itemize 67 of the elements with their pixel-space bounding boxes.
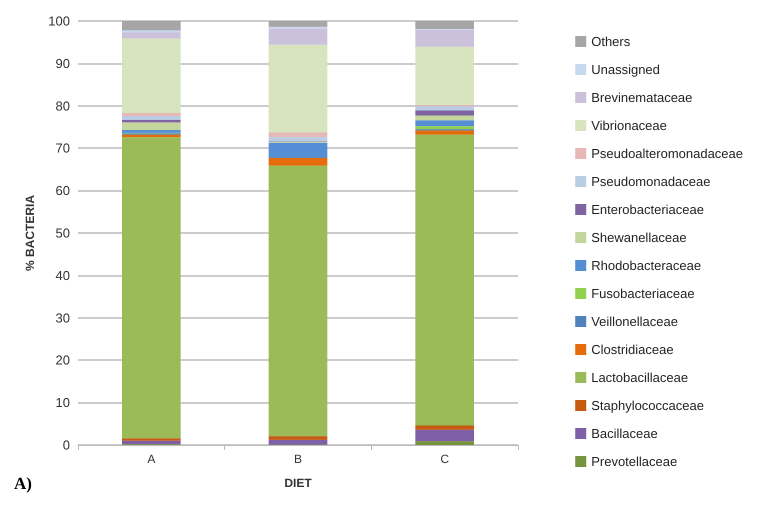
bar — [415, 134, 474, 426]
x-tick-label: B — [294, 452, 302, 466]
y-tick-label: 50 — [56, 226, 70, 240]
bar — [415, 110, 474, 116]
legend-label: Vibrionaceae — [591, 118, 667, 133]
y-tick-label: 10 — [56, 395, 70, 410]
bar — [122, 116, 181, 120]
bar — [268, 137, 328, 142]
legend-label: Unassigned — [591, 62, 660, 77]
bar — [268, 440, 328, 445]
bar — [415, 425, 474, 430]
y-tick-label: 30 — [56, 310, 70, 326]
y-tick-label: 0 — [62, 438, 70, 452]
x-tick-label: A — [147, 452, 156, 466]
legend-label: Pseudomonadaceae — [591, 174, 710, 189]
y-tick-label: 70 — [56, 140, 70, 156]
bar — [268, 166, 328, 436]
legend-label: Bacillaceae — [591, 426, 658, 441]
bar — [122, 122, 181, 130]
bar — [122, 438, 181, 441]
bar — [415, 120, 474, 126]
legend-label: Rhodobacteraceae — [591, 258, 702, 273]
y-tick-label: 90 — [56, 56, 70, 71]
y-axis-title: % BACTERIA — [23, 194, 37, 272]
legend-label: Staphylococcaceae — [591, 398, 704, 413]
bar — [415, 130, 474, 135]
bar — [415, 106, 474, 110]
bar — [122, 113, 181, 116]
text: A) — [14, 474, 32, 493]
x-axis-title: DIET — [284, 476, 312, 490]
y-tick-label: 40 — [56, 268, 70, 283]
legend-label: Brevinemataceae — [591, 90, 692, 105]
legend-label: Fusobacteriaceae — [591, 286, 695, 301]
legend-label: Shewanellaceae — [591, 230, 687, 245]
bar — [122, 38, 181, 114]
bar — [268, 158, 328, 166]
bar — [415, 126, 474, 130]
bar — [122, 134, 181, 138]
legend-label: Pseudoalteromonadaceae — [591, 146, 743, 161]
y-tick-label: 20 — [56, 352, 70, 368]
y-tick-label: 80 — [56, 98, 70, 114]
bar — [268, 132, 328, 138]
legend-label: Enterobacteriaceae — [591, 202, 704, 217]
legend-label: Clostridiaceae — [591, 342, 674, 357]
legend-label: Lactobacillaceae — [591, 370, 688, 385]
bar — [122, 120, 181, 122]
bar — [268, 142, 328, 158]
bar — [122, 32, 181, 38]
legend-label: Veillonellaceae — [591, 314, 678, 329]
bar — [122, 137, 181, 438]
bar — [268, 21, 328, 27]
bar — [415, 430, 474, 442]
legend-label: Prevotellaceae — [591, 454, 678, 469]
y-tick-label: 60 — [56, 183, 70, 198]
bar — [268, 44, 328, 133]
bar — [122, 130, 181, 133]
bar — [268, 28, 328, 45]
bar — [415, 116, 474, 120]
bar — [415, 21, 474, 30]
bar — [122, 21, 181, 30]
bar — [415, 30, 474, 47]
y-tick-label: 100 — [48, 14, 70, 28]
bar — [415, 441, 474, 445]
x-tick-label: C — [440, 452, 450, 466]
legend-label: Others — [591, 34, 631, 49]
bar — [415, 46, 474, 105]
bar — [268, 436, 328, 440]
